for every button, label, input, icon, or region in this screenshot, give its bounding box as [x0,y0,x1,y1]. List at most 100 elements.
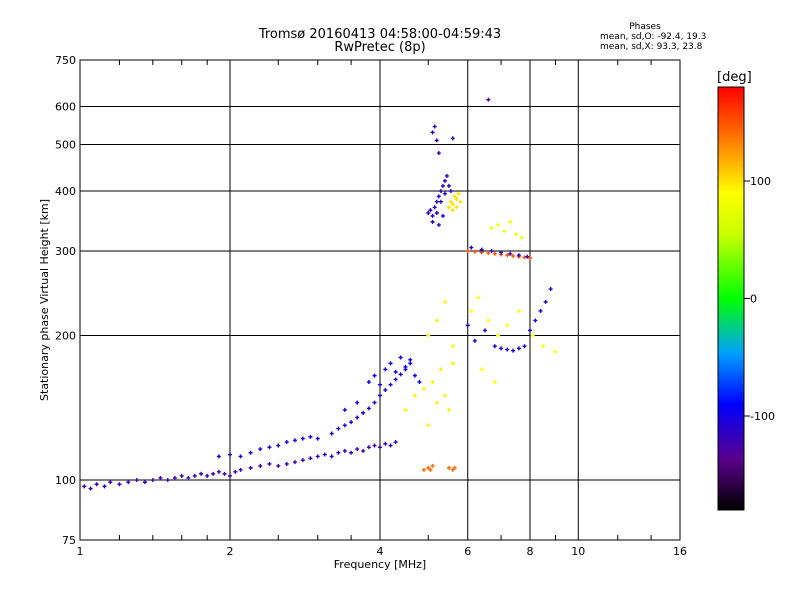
data-point [472,338,477,343]
data-point [434,199,439,204]
data-point [458,199,463,204]
x-tick-label: 8 [527,545,534,558]
data-point [489,249,494,254]
data-point [448,199,453,204]
data-point [276,463,281,468]
data-point [315,436,320,441]
data-point [434,211,439,216]
data-point [430,463,435,468]
data-point [448,189,453,194]
data-point [442,178,447,183]
data-point [134,478,139,483]
data-point [438,189,443,194]
data-point [538,308,543,313]
data-point [372,443,377,448]
data-point [442,299,447,304]
colorbar-tick-labels: 100 0 -100 [744,175,775,423]
data-point [450,344,455,349]
data-point [434,400,439,405]
data-point [469,245,474,250]
data-point [408,361,413,366]
data-point [300,436,305,441]
data-point [528,328,532,333]
data-point [398,355,403,360]
data-point [342,423,347,428]
data-point [541,344,546,349]
data-point [469,308,474,313]
data-point [383,367,388,372]
data-point [403,364,408,369]
data-point [378,393,382,398]
data-point [430,213,435,218]
data-point [516,253,521,258]
colorbar-tick-label: 0 [750,293,757,306]
data-point [450,208,455,213]
data-point [452,465,457,470]
data-point [126,480,131,485]
data-point [436,194,441,199]
data-point [322,452,327,457]
y-tick-labels: 75 100 200 300 400 500 600 750 [55,54,76,547]
data-point [372,400,377,405]
data-point [366,380,371,385]
x-tick-label: 16 [673,545,687,558]
data-point [450,202,455,207]
data-point [388,382,393,387]
data-point [342,448,347,453]
plot-frame [79,59,681,541]
data-point [349,450,354,455]
data-point [82,484,87,489]
data-point [446,205,451,210]
data-point [436,222,441,227]
data-point [492,251,497,256]
data-point [489,226,494,231]
data-point [158,475,163,480]
data-point [522,344,527,349]
data-point [388,361,393,366]
data-point [514,232,519,237]
y-tick-label: 75 [62,534,76,547]
x-tick-labels: 1 2 4 6 8 10 16 [77,545,688,558]
data-point [366,406,371,411]
data-point [300,458,305,463]
colorbar-tick-label: 100 [750,175,771,188]
data-point [248,465,253,470]
data-point [211,471,216,476]
data-point [308,456,313,461]
phase-stats-x: mean, sd,X: 93.3, 23.8 [600,42,703,52]
data-point [472,249,477,254]
data-point [548,287,553,292]
chart-subtitle: RwPretec (8p) [334,40,426,55]
y-tick-label: 400 [55,185,76,198]
data-point [228,473,232,478]
data-point [267,445,272,450]
data-point [446,183,451,188]
data-point [117,482,122,487]
data-point [186,475,191,480]
data-point [553,349,558,354]
data-point [421,386,426,391]
data-point [284,461,289,466]
data-point [361,448,366,453]
grid-layer [80,60,680,540]
data-point [505,347,510,352]
data-point [499,250,504,255]
data-point [454,205,459,210]
y-tick-label: 100 [55,474,76,487]
data-point [426,211,431,216]
data-point [88,486,93,491]
data-point [428,208,433,213]
data-point [222,471,227,476]
data-point [336,450,341,455]
data-points [82,97,558,491]
data-point [426,423,431,428]
x-tick-label: 4 [377,545,384,558]
data-point [142,480,147,485]
data-point [450,361,455,366]
data-point [430,380,435,385]
data-point [329,431,334,436]
data-point [438,199,443,204]
data-point [192,473,197,478]
y-tick-label: 600 [55,101,76,114]
